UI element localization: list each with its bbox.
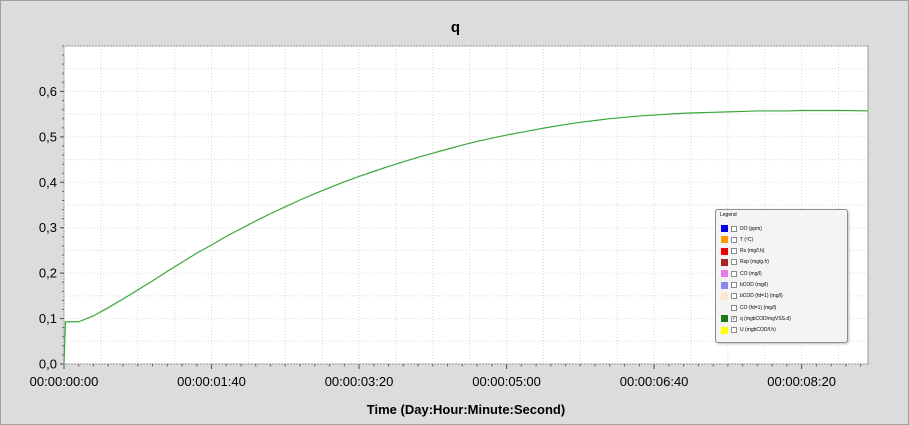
- y-tick-label: 0,3: [39, 220, 57, 235]
- legend-label: CO (mg/l): [740, 270, 762, 277]
- legend-checkbox[interactable]: [731, 293, 737, 300]
- legend-checkbox-checked[interactable]: ✓: [731, 315, 737, 322]
- chart-title: q: [450, 19, 461, 36]
- legend-label: q (mgbCOD/mgVSS.d): [740, 315, 791, 322]
- legend-item[interactable]: Rsp (mg/g.h): [721, 258, 769, 267]
- x-tick-label: 00:00:08:20: [767, 374, 836, 389]
- legend-item[interactable]: CO (mg/l): [721, 269, 762, 278]
- series-line: [63, 109, 869, 365]
- legend-item[interactable]: CO (fd=1) (mg/l): [721, 303, 776, 312]
- legend-checkbox[interactable]: [731, 304, 737, 311]
- legend-swatch: [721, 270, 728, 278]
- legend-item[interactable]: Rs (mg/l.h): [721, 247, 764, 256]
- legend-label: bCOD (fd=1) (mg/l): [740, 293, 783, 300]
- legend-label: DO (ppm): [740, 225, 762, 232]
- y-tick-label: 0,2: [39, 266, 57, 281]
- series-layer: [63, 109, 869, 365]
- legend-item[interactable]: T (ºC): [721, 235, 753, 244]
- legend-swatch: [721, 326, 728, 334]
- legend-checkbox[interactable]: [731, 236, 737, 243]
- legend-checkbox[interactable]: [731, 282, 737, 288]
- x-tick-label: 00:00:00:00: [30, 374, 99, 389]
- legend-label: T (ºC): [740, 236, 754, 243]
- x-tick-label: 00:00:01:40: [177, 374, 246, 389]
- legend-checkbox[interactable]: [731, 327, 737, 334]
- legend-item[interactable]: bCOD (mg/l): [721, 281, 768, 290]
- legend-item[interactable]: bCOD (fd=1) (mg/l): [721, 292, 783, 301]
- legend-swatch: [721, 315, 728, 323]
- legend-label: Rsp (mg/g.h): [740, 259, 769, 266]
- x-tick-label: 00:00:05:00: [472, 374, 541, 389]
- legend-label: bCOD (mg/l): [740, 282, 769, 288]
- legend-checkbox[interactable]: [731, 248, 737, 255]
- legend-swatch: [721, 304, 728, 312]
- legend-label: U (mgbCOD/l.h): [740, 327, 776, 334]
- y-tick-label: 0,4: [39, 175, 57, 190]
- axes: 0,0 0,1 0,2 0,3 0,4 0,5 0,6 00:00:00:00 00:00:01…: [30, 45, 862, 389]
- y-tick-label: 0,1: [39, 311, 57, 326]
- legend-swatch: [721, 292, 728, 300]
- legend[interactable]: Legend DO (ppm) T (ºC) Rs (mg/l.h) Rsp (mg/…: [715, 209, 848, 343]
- legend-swatch: [721, 258, 728, 266]
- legend-swatch: [721, 281, 728, 289]
- legend-swatch: [721, 236, 728, 244]
- x-tick-label: 00:00:06:40: [620, 374, 689, 389]
- y-tick-label: 0,6: [39, 84, 57, 99]
- legend-checkbox[interactable]: [731, 225, 737, 232]
- y-tick-label: 0,0: [39, 357, 57, 372]
- legend-swatch: [721, 247, 728, 255]
- legend-title: Legend: [720, 212, 737, 218]
- legend-item[interactable]: ✓ q (mgbCOD/mgVSS.d): [721, 314, 791, 323]
- legend-checkbox[interactable]: [731, 259, 737, 266]
- x-axis-title: Time (Day:Hour:Minute:Second): [367, 402, 565, 417]
- legend-swatch: [721, 225, 728, 232]
- legend-label: Rs (mg/l.h): [740, 248, 765, 255]
- x-tick-label: 00:00:03:20: [325, 374, 394, 389]
- legend-item[interactable]: U (mgbCOD/l.h): [721, 326, 776, 335]
- legend-item[interactable]: DO (ppm): [721, 224, 762, 233]
- y-tick-label: 0,5: [39, 129, 57, 144]
- legend-label: CO (fd=1) (mg/l): [740, 304, 777, 311]
- legend-checkbox[interactable]: [731, 270, 737, 277]
